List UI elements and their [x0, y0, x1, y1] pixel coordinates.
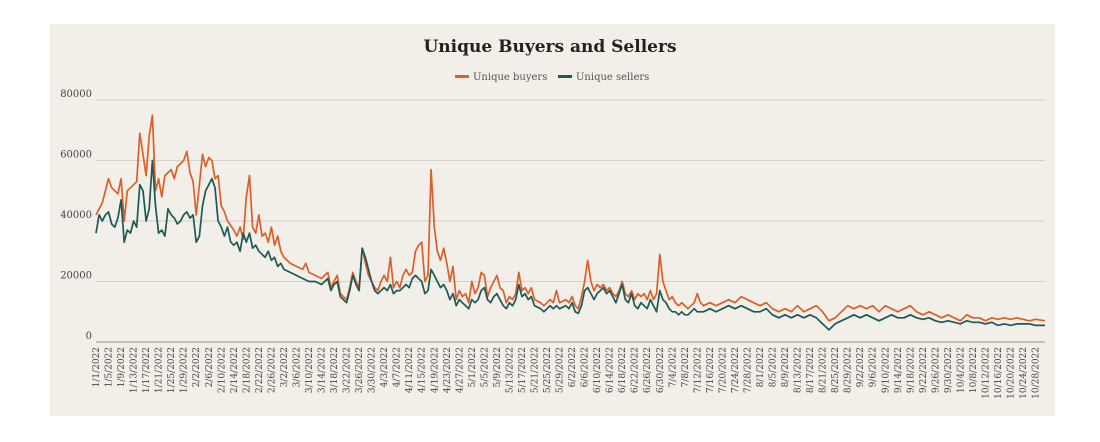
- x-tick-label: 5/21/2022: [530, 347, 540, 393]
- x-tick-label: 10/8/2022: [969, 347, 979, 393]
- x-tick-label: 5/1/2022: [468, 347, 478, 387]
- x-tick-label: 7/24/2022: [731, 347, 741, 393]
- x-tick-label: 5/29/2022: [556, 347, 566, 393]
- x-tick-label: 4/19/2022: [430, 347, 440, 393]
- x-tick-label: 8/29/2022: [844, 347, 854, 393]
- legend: Unique buyers Unique sellers: [455, 72, 649, 83]
- series-lines: [95, 114, 1046, 331]
- x-tick-label: 1/13/2022: [130, 347, 140, 393]
- x-tick-label: 7/12/2022: [693, 347, 703, 393]
- legend-sellers-swatch: [558, 75, 572, 78]
- line-chart: Unique Buyers and Sellers Unique buyers …: [60, 37, 1046, 399]
- x-tick-label: 1/25/2022: [167, 347, 177, 393]
- x-tick-label: 2/2/2022: [192, 347, 202, 387]
- x-tick-label: 7/4/2022: [668, 347, 678, 387]
- x-tick-label: 4/23/2022: [443, 347, 453, 393]
- x-tick-label: 9/30/2022: [944, 347, 954, 393]
- x-axis-ticks: 1/1/2022 1/5/2022 1/9/2022 1/13/2022 1/17/20…: [92, 347, 1042, 399]
- x-tick-label: 3/18/2022: [330, 347, 340, 393]
- x-tick-label: 8/21/2022: [819, 347, 829, 393]
- x-tick-label: 4/3/2022: [380, 347, 390, 387]
- x-tick-label: 6/18/2022: [618, 347, 628, 393]
- x-tick-label: 1/21/2022: [155, 347, 165, 393]
- x-tick-label: 10/16/2022: [994, 347, 1004, 399]
- y-tick-label: 60000: [60, 150, 92, 161]
- x-tick-label: 7/8/2022: [681, 347, 691, 387]
- x-tick-label: 10/24/2022: [1019, 347, 1029, 399]
- x-tick-label: 7/20/2022: [718, 347, 728, 393]
- x-tick-label: 3/6/2022: [292, 347, 302, 387]
- legend-buyers-swatch: [455, 75, 469, 78]
- series-line-unique-buyers: [95, 114, 1046, 322]
- y-tick-label: 0: [86, 331, 92, 342]
- x-tick-label: 3/10/2022: [305, 347, 315, 393]
- x-tick-label: 10/12/2022: [981, 347, 991, 399]
- x-tick-label: 8/9/2022: [781, 347, 791, 387]
- x-tick-label: 10/20/2022: [1007, 347, 1017, 399]
- x-tick-label: 9/10/2022: [881, 347, 891, 393]
- x-tick-label: 2/26/2022: [267, 347, 277, 393]
- x-tick-label: 9/14/2022: [894, 347, 904, 393]
- y-tick-label: 40000: [60, 210, 92, 221]
- x-tick-label: 9/2/2022: [856, 347, 866, 387]
- legend-buyers-label: Unique buyers: [473, 72, 547, 83]
- x-tick-label: 6/22/2022: [631, 347, 641, 393]
- x-tick-label: 8/17/2022: [806, 347, 816, 393]
- x-tick-label: 3/26/2022: [355, 347, 365, 393]
- chart-title: Unique Buyers and Sellers: [423, 37, 676, 57]
- x-tick-label: 6/10/2022: [593, 347, 603, 393]
- x-tick-label: 7/28/2022: [743, 347, 753, 393]
- y-tick-label: 80000: [60, 89, 92, 100]
- x-tick-label: 10/4/2022: [956, 347, 966, 393]
- y-tick-label: 20000: [60, 271, 92, 282]
- x-tick-label: 2/10/2022: [217, 347, 227, 393]
- x-tick-label: 3/30/2022: [368, 347, 378, 393]
- x-tick-label: 4/27/2022: [455, 347, 465, 393]
- x-tick-label: 8/13/2022: [794, 347, 804, 393]
- x-tick-label: 6/2/2022: [568, 347, 578, 387]
- x-tick-label: 10/28/2022: [1032, 347, 1042, 399]
- x-tick-label: 5/17/2022: [518, 347, 528, 393]
- x-tick-label: 6/30/2022: [656, 347, 666, 393]
- x-tick-label: 3/14/2022: [318, 347, 328, 393]
- x-tick-label: 5/25/2022: [543, 347, 553, 393]
- x-tick-label: 6/6/2022: [581, 347, 591, 387]
- x-tick-label: 2/14/2022: [230, 347, 240, 393]
- x-tick-label: 9/26/2022: [931, 347, 941, 393]
- x-tick-label: 2/22/2022: [255, 347, 265, 393]
- x-tick-label: 2/6/2022: [205, 347, 215, 387]
- x-tick-label: 1/5/2022: [105, 347, 115, 387]
- x-tick-label: 4/15/2022: [418, 347, 428, 393]
- x-tick-label: 8/25/2022: [831, 347, 841, 393]
- x-tick-label: 5/13/2022: [505, 347, 515, 393]
- x-tick-label: 9/6/2022: [869, 347, 879, 387]
- x-tick-label: 9/22/2022: [919, 347, 929, 393]
- series-line-unique-sellers: [95, 159, 1045, 331]
- gridlines: [96, 99, 1045, 343]
- x-tick-label: 4/11/2022: [405, 347, 415, 393]
- legend-sellers-label: Unique sellers: [576, 72, 649, 83]
- x-tick-label: 2/18/2022: [242, 347, 252, 393]
- x-tick-label: 9/18/2022: [906, 347, 916, 393]
- x-tick-label: 1/9/2022: [117, 347, 127, 387]
- x-tick-label: 5/5/2022: [480, 347, 490, 387]
- x-tick-label: 1/29/2022: [180, 347, 190, 393]
- x-tick-label: 3/2/2022: [280, 347, 290, 387]
- x-tick-label: 3/22/2022: [343, 347, 353, 393]
- x-tick-label: 6/14/2022: [606, 347, 616, 393]
- x-tick-label: 1/17/2022: [142, 347, 152, 393]
- x-tick-label: 4/7/2022: [393, 347, 403, 387]
- x-tick-label: 8/1/2022: [756, 347, 766, 387]
- x-tick-label: 5/9/2022: [493, 347, 503, 387]
- x-tick-label: 7/16/2022: [706, 347, 716, 393]
- chart-panel: Unique Buyers and Sellers Unique buyers …: [50, 24, 1055, 416]
- x-tick-label: 1/1/2022: [92, 347, 102, 387]
- x-tick-label: 6/26/2022: [643, 347, 653, 393]
- y-axis-ticks: 0 20000 40000 60000 80000: [60, 89, 92, 342]
- x-tick-label: 8/5/2022: [769, 347, 779, 387]
